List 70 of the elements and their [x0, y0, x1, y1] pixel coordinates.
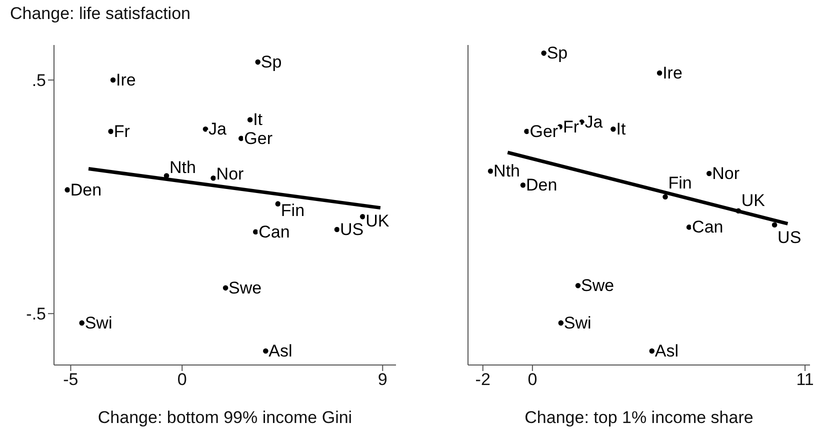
data-label: Fr [562, 117, 580, 136]
point [334, 226, 340, 232]
data-label: Ger [244, 128, 273, 148]
data-label: Swi [564, 313, 592, 332]
data-label: Nor [216, 164, 244, 184]
data-label: Swe [228, 278, 262, 298]
x-tick-label: 0 [177, 370, 187, 390]
y-tick-label: -.5 [26, 304, 46, 324]
y-tick-label: .5 [32, 71, 46, 90]
point [64, 187, 70, 192]
data-label: Fin [668, 174, 692, 193]
data-label: Nth [170, 158, 196, 178]
x-tick-label: 9 [378, 370, 388, 390]
point [110, 77, 116, 83]
point [772, 222, 778, 228]
x-tick-label: 11 [796, 370, 814, 390]
x-tick-label: -5 [63, 370, 78, 390]
point [575, 282, 581, 288]
point [706, 170, 712, 176]
data-label: Can [692, 218, 724, 237]
point [649, 348, 655, 354]
data-label: Ja [208, 120, 228, 139]
point [360, 214, 366, 220]
x-axis-title: Change: top 1% income share [524, 408, 754, 427]
data-label: Sp [546, 44, 568, 63]
x-tick-label: 0 [528, 370, 538, 390]
data-label: It [616, 120, 626, 139]
data-label: Sp [260, 52, 282, 72]
data-label: Fr [114, 122, 130, 141]
point [656, 70, 662, 76]
point [275, 201, 281, 206]
point [79, 320, 84, 326]
point [610, 126, 616, 132]
point [541, 50, 546, 56]
point [247, 117, 253, 122]
data-label: Ger [530, 122, 558, 141]
data-label: Swi [84, 313, 112, 332]
point [736, 208, 742, 214]
point [108, 128, 114, 134]
data-label: Ire [662, 64, 682, 83]
x-tick-label: -2 [475, 370, 490, 390]
data-label: Nor [712, 164, 740, 183]
point [210, 176, 216, 181]
data-label: Ire [116, 70, 136, 90]
data-label: Asl [268, 341, 292, 360]
point [263, 348, 268, 354]
data-label: US [778, 228, 802, 248]
data-label: Can [258, 222, 290, 242]
data-label: US [340, 220, 364, 240]
data-label: Nth [494, 162, 520, 181]
data-label: It [253, 110, 263, 130]
data-label: Den [526, 176, 558, 195]
y-axis-title: Change: life satisfaction [10, 4, 190, 24]
point [164, 173, 170, 178]
data-label: Den [70, 180, 102, 200]
data-label: UK [366, 212, 390, 231]
point [255, 59, 261, 65]
data-label: Asl [654, 341, 679, 360]
point [252, 229, 258, 234]
data-label: UK [741, 190, 766, 210]
data-label: Fin [280, 201, 305, 220]
point [662, 194, 668, 200]
data-label: Ja [584, 112, 604, 132]
point [558, 320, 564, 326]
point [238, 136, 244, 142]
point [488, 168, 494, 174]
data-label: Swe [581, 276, 614, 296]
x-axis-title: Change: bottom 99% income Gini [98, 408, 352, 427]
point [520, 182, 526, 188]
point [222, 285, 228, 291]
